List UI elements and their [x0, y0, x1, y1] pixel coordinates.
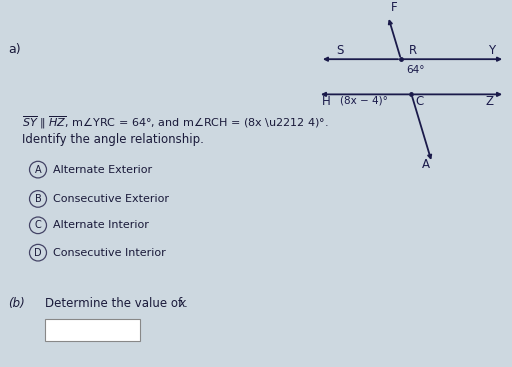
- Text: a): a): [8, 43, 20, 55]
- Text: B: B: [35, 194, 41, 204]
- Text: A: A: [35, 165, 41, 175]
- Text: $\overline{SY}$ $\|$ $\overline{HZ}$, m$\angle$YRC = 64°, and m$\angle$RCH = (8x: $\overline{SY}$ $\|$ $\overline{HZ}$, m$…: [22, 114, 329, 131]
- Text: Consecutive Exterior: Consecutive Exterior: [53, 194, 169, 204]
- Text: x: x: [178, 297, 185, 310]
- Text: A: A: [422, 158, 430, 171]
- FancyBboxPatch shape: [45, 319, 140, 341]
- Text: Determine the value of: Determine the value of: [45, 297, 186, 310]
- Text: S: S: [336, 44, 344, 57]
- Text: .: .: [184, 297, 188, 310]
- Text: Z: Z: [486, 95, 494, 108]
- Text: (8x − 4)°: (8x − 4)°: [340, 95, 388, 105]
- Text: D: D: [34, 248, 42, 258]
- Text: R: R: [409, 44, 417, 57]
- Text: Identify the angle relationship.: Identify the angle relationship.: [22, 134, 204, 146]
- Text: Consecutive Interior: Consecutive Interior: [53, 248, 166, 258]
- Text: C: C: [35, 220, 41, 230]
- Text: Alternate Interior: Alternate Interior: [53, 220, 149, 230]
- Text: Alternate Exterior: Alternate Exterior: [53, 165, 152, 175]
- Text: H: H: [322, 95, 331, 108]
- Text: Y: Y: [488, 44, 496, 57]
- Text: C: C: [415, 95, 424, 108]
- Text: (b): (b): [8, 297, 25, 310]
- Text: 64°: 64°: [406, 65, 424, 75]
- Text: F: F: [391, 1, 398, 14]
